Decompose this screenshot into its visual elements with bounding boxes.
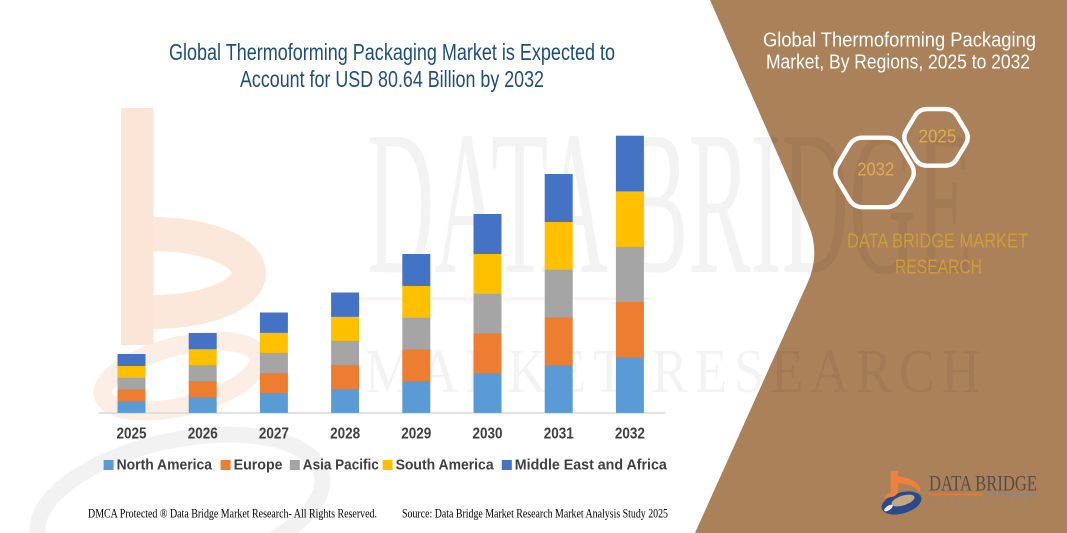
svg-text:DATA BRIDGE: DATA BRIDGE [367,88,973,317]
svg-text:DMCA Protected ® Data Bridge M: DMCA Protected ® Data Bridge Market Rese… [88,506,377,521]
svg-text:2029: 2029 [401,426,431,443]
svg-text:Europe: Europe [234,458,283,474]
svg-text:2026: 2026 [188,426,218,443]
svg-text:Account for USD 80.64 Billion: Account for USD 80.64 Billion by 2032 [240,66,544,92]
svg-text:DATA BRIDGE: DATA BRIDGE [929,471,1037,496]
svg-text:RESEARCH: RESEARCH [895,256,982,279]
svg-text:Global Thermoforming Packaging: Global Thermoforming Packaging [763,29,1036,51]
svg-text:Asia Pacific: Asia Pacific [303,458,379,474]
svg-text:Source: Data Bridge Market Res: Source: Data Bridge Market Research Mark… [402,506,668,521]
svg-text:North America: North America [117,458,213,474]
svg-text:2032: 2032 [615,426,645,443]
svg-text:MARKET RESEARCH: MARKET RESEARCH [930,496,1035,505]
svg-text:2025: 2025 [919,126,957,147]
svg-text:2030: 2030 [473,426,503,443]
svg-text:2025: 2025 [117,426,147,443]
svg-text:Middle East and Africa: Middle East and Africa [515,458,668,474]
svg-text:2028: 2028 [330,426,360,443]
svg-text:2031: 2031 [544,426,574,443]
svg-text:2027: 2027 [259,426,289,443]
svg-text:Global Thermoforming Packaging: Global Thermoforming Packaging Market is… [169,39,615,65]
svg-text:2032: 2032 [857,159,894,180]
svg-text:DATA BRIDGE MARKET: DATA BRIDGE MARKET [847,230,1028,253]
svg-text:Market, By Regions, 2025 to 20: Market, By Regions, 2025 to 2032 [766,52,1030,74]
svg-text:South America: South America [396,458,495,474]
svg-text:MARKET RESEARCH: MARKET RESEARCH [365,338,987,406]
